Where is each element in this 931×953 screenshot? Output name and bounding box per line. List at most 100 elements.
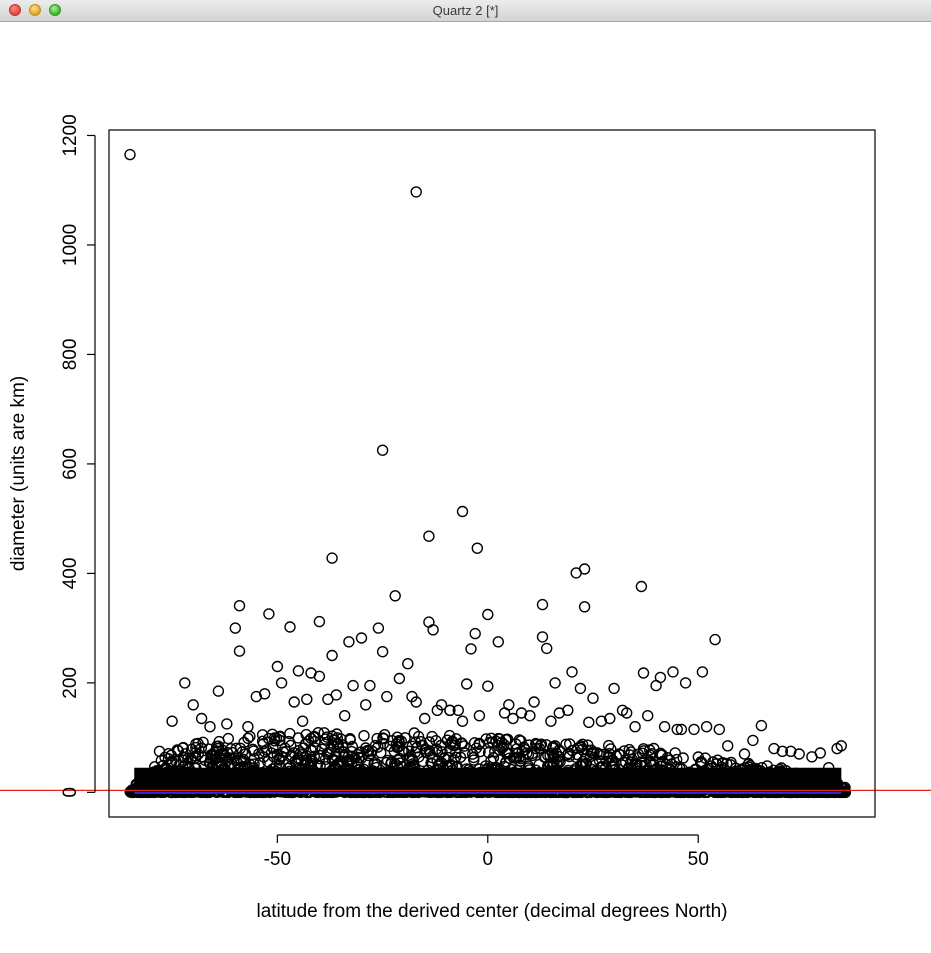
data-point (199, 754, 211, 766)
data-point (654, 747, 667, 759)
y-tick-label: 800 (60, 339, 81, 371)
data-point (436, 746, 448, 758)
data-point (204, 753, 217, 765)
data-point (700, 721, 713, 733)
data-point (498, 707, 511, 719)
data-point (295, 754, 307, 766)
data-point (431, 704, 443, 716)
data-point (343, 636, 355, 648)
data-point (233, 645, 246, 657)
data-point (406, 753, 418, 765)
data-point (536, 631, 549, 643)
data-point (435, 739, 447, 752)
data-point (417, 755, 429, 768)
data-point (482, 680, 494, 692)
data-point (536, 598, 549, 611)
data-point (212, 685, 225, 697)
data-point (393, 672, 406, 685)
data-point (644, 749, 656, 761)
title-bar[interactable]: Quartz 2 [*] (0, 0, 931, 22)
data-point (371, 732, 383, 745)
data-point (605, 743, 617, 755)
data-point (226, 746, 239, 759)
data-point (332, 738, 344, 750)
data-point (248, 753, 260, 765)
data-point (785, 745, 797, 757)
data-point (461, 678, 473, 690)
data-point (549, 677, 561, 689)
data-point (364, 679, 376, 692)
data-point (170, 755, 182, 767)
data-point (626, 753, 638, 766)
data-point (467, 748, 479, 760)
data-point (389, 590, 401, 602)
data-point (535, 738, 548, 750)
data-point (344, 733, 356, 745)
close-window-button[interactable] (9, 4, 21, 16)
data-point (210, 745, 223, 758)
data-point (360, 699, 372, 711)
y-tick-label: 600 (60, 448, 81, 480)
data-point (386, 735, 399, 747)
data-point (524, 710, 536, 722)
data-point (696, 756, 708, 769)
data-point (502, 733, 514, 745)
data-point (591, 747, 603, 759)
data-point (709, 633, 721, 646)
data-point (443, 729, 456, 742)
x-tick-label: -50 (264, 849, 291, 870)
saturated-point-band (134, 767, 842, 793)
data-point (124, 148, 136, 161)
dense-point-cloud (124, 727, 852, 799)
data-point (346, 740, 358, 753)
data-point (393, 752, 406, 764)
window-title: Quartz 2 [*] (432, 3, 499, 18)
data-point (302, 735, 315, 747)
data-point (187, 699, 199, 711)
data-point (695, 756, 707, 768)
data-point (237, 753, 250, 765)
data-point (776, 745, 789, 757)
data-point (271, 660, 284, 673)
data-point (614, 749, 626, 761)
data-point (503, 752, 515, 764)
data-point (378, 733, 390, 745)
data-point (355, 632, 368, 644)
data-point (489, 745, 501, 758)
data-point (284, 621, 296, 633)
data-point (166, 715, 178, 727)
data-point (415, 736, 427, 748)
data-point (408, 727, 420, 739)
data-point (642, 710, 654, 722)
x-axis: -50 0 50 (264, 834, 709, 870)
data-point (216, 744, 229, 756)
data-point (675, 723, 688, 736)
data-point (458, 740, 470, 752)
data-point (256, 729, 269, 741)
data-point (326, 730, 338, 742)
data-point (713, 723, 725, 736)
data-points (124, 148, 847, 774)
data-point (319, 738, 331, 750)
data-point (423, 616, 435, 628)
data-point (549, 740, 561, 752)
data-point (283, 735, 295, 748)
data-point (621, 707, 633, 719)
data-point (435, 757, 448, 769)
data-point (362, 745, 375, 758)
y-axis: 0 200 400 600 800 1000 1200 (60, 114, 96, 798)
data-point (465, 643, 477, 655)
zoom-window-button[interactable] (49, 4, 61, 16)
data-point (531, 738, 543, 751)
data-point (313, 670, 326, 682)
data-point (679, 677, 692, 689)
data-point (210, 740, 223, 752)
data-point (171, 744, 184, 756)
data-point (471, 542, 483, 554)
data-point (423, 530, 435, 542)
minimize-window-button[interactable] (29, 4, 41, 16)
data-point (541, 642, 553, 655)
data-point (447, 739, 459, 752)
data-point (410, 186, 422, 198)
data-point (211, 752, 223, 764)
